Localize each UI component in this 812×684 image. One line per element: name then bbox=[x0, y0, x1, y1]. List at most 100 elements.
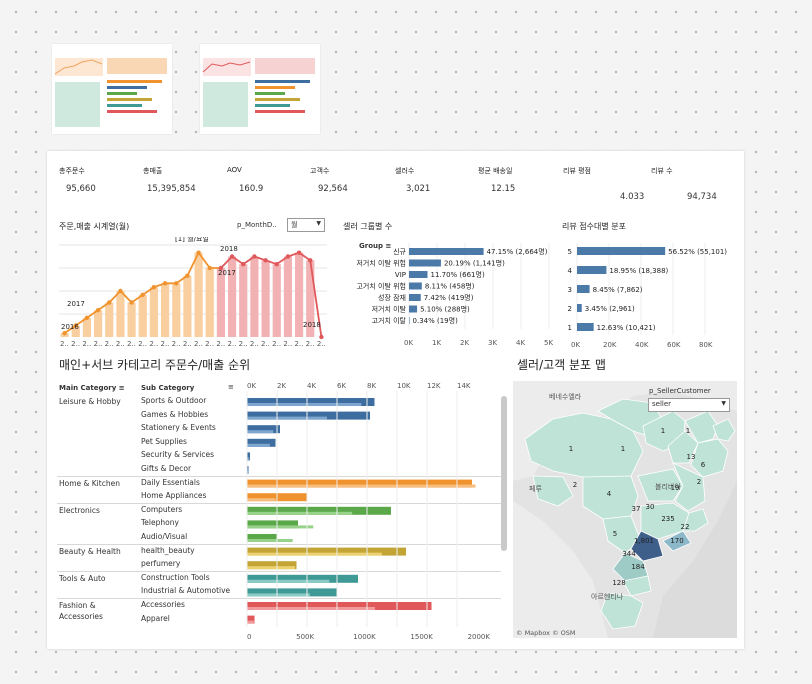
map-count-label: 2 bbox=[573, 481, 577, 489]
orders-bar bbox=[247, 425, 280, 434]
category-scrollbar[interactable] bbox=[501, 396, 507, 551]
state-rio-grande-sul bbox=[600, 592, 644, 630]
sub-category-label[interactable]: Apparel bbox=[141, 613, 170, 623]
kpi-value-customers: 92,564 bbox=[318, 184, 348, 194]
seller-groups-x-tick: 2K bbox=[460, 339, 469, 347]
category-top-tick: 10K bbox=[397, 382, 411, 390]
timeseries-bar bbox=[149, 287, 158, 337]
sub-category-label[interactable]: Home Appliances bbox=[141, 491, 207, 501]
timeseries-tick-label: 2.. bbox=[283, 340, 292, 347]
map-count-label: 128 bbox=[612, 579, 625, 587]
sub-category-label[interactable]: Daily Essentials bbox=[141, 477, 200, 487]
sub-category-header: Sub Category bbox=[141, 384, 194, 392]
seller-group-label: 신규 bbox=[393, 247, 406, 256]
orders-bar bbox=[247, 466, 249, 474]
seller-groups-chart[interactable]: 0K 1K 2K 3K 4K 5K 신규 47.15% (2,664명) 저거치 이탈 위험 20… bbox=[337, 239, 567, 349]
map-country-label: 아르헨티나 bbox=[591, 592, 624, 601]
kpi-label-delivery: 평균 배송일 bbox=[478, 167, 513, 175]
sub-category-label[interactable]: health_beauty bbox=[141, 545, 195, 555]
category-bottom-tick: 0 bbox=[247, 633, 251, 641]
map-count-label: 184 bbox=[631, 563, 645, 571]
review-bar bbox=[577, 304, 582, 312]
sales-bar bbox=[247, 403, 362, 406]
sub-category-label[interactable]: Computers bbox=[141, 504, 183, 514]
orders-bar bbox=[247, 534, 277, 542]
sub-category-label[interactable]: Games & Hobbies bbox=[141, 409, 209, 419]
category-group-divider bbox=[57, 475, 501, 477]
timeseries-tick-label: 2.. bbox=[216, 340, 225, 347]
kpi-value-delivery: 12.15 bbox=[491, 184, 516, 194]
seller-group-bar bbox=[409, 294, 421, 301]
map-attribution: © Mapbox © OSM bbox=[516, 629, 576, 637]
main-category-label: Electronics bbox=[59, 505, 100, 515]
sales-bar bbox=[247, 484, 476, 488]
timeseries-tick-label: 2.. bbox=[194, 340, 203, 347]
review-value: 8.45% (7,862) bbox=[593, 286, 643, 294]
timeseries-tick-label: 2.. bbox=[172, 340, 181, 347]
sub-category-label[interactable]: Stationery & Events bbox=[141, 423, 216, 433]
state-ceara bbox=[712, 418, 736, 442]
dashboard-thumbnail-1[interactable] bbox=[52, 44, 172, 134]
kpi-label-customers: 고객수 bbox=[310, 167, 330, 175]
category-top-tick: 2K bbox=[277, 382, 286, 390]
main-category-header-text: Main Category bbox=[59, 384, 117, 392]
map-count-label: 19 bbox=[671, 484, 680, 492]
month-param-dropdown[interactable]: 월 ▼ bbox=[287, 218, 325, 232]
sub-category-label[interactable]: Telephony bbox=[141, 518, 179, 528]
seller-group-value: 20.19% (1,141명) bbox=[444, 259, 505, 268]
sales-bar bbox=[247, 525, 314, 529]
seller-group-label: 저거치 이탈 위험 bbox=[356, 259, 406, 268]
review-value: 18.95% (18,388) bbox=[609, 267, 668, 275]
timeseries-bar bbox=[295, 252, 304, 337]
state-espirito-santo bbox=[682, 508, 709, 532]
seller-groups-title: 셀러 그룹별 수 bbox=[343, 222, 393, 231]
timeseries-point bbox=[162, 281, 168, 286]
dashboard-thumbnail-2[interactable] bbox=[200, 44, 320, 134]
map[interactable]: 1 1 1 1 13 6 2 4 19 2 37 30 235 22 5 1,801 170 344 184 128 … bbox=[513, 381, 737, 638]
sort-icon[interactable]: ≡ bbox=[228, 383, 234, 391]
sub-category-label[interactable]: Security & Services bbox=[141, 450, 215, 460]
review-dist-title: 리뷰 점수대별 분포 bbox=[562, 222, 626, 231]
chevron-down-icon: ▼ bbox=[721, 400, 726, 407]
seller-customer-dropdown[interactable]: seller ▼ bbox=[648, 398, 730, 412]
review-dist-chart[interactable]: 0K 20K 40K 60K 80K 5 56.52% (55,101) 4 18.95% (1… bbox=[557, 239, 737, 349]
seller-groups-x-tick: 3K bbox=[488, 339, 497, 347]
timeseries-chart[interactable]: 2.. 2.. 2.. 2.. 2.. 2.. 2.. 2.. 2.. 2.. 2.. 2.. 2.. 2… bbox=[55, 237, 335, 347]
sub-category-label[interactable]: Accessories bbox=[141, 600, 185, 609]
map-count-label: 4 bbox=[607, 490, 612, 498]
sub-category-label[interactable]: Pet Supplies bbox=[141, 436, 187, 446]
sort-icon[interactable]: ≡ bbox=[118, 384, 125, 392]
sub-category-label[interactable]: Sports & Outdoor bbox=[141, 396, 207, 405]
review-score-label: 1 bbox=[568, 324, 572, 332]
timeseries-point bbox=[95, 307, 101, 313]
sub-category-label[interactable]: Industrial & Automotive bbox=[141, 586, 231, 596]
sub-category-label[interactable]: Audio/Visual bbox=[141, 532, 188, 541]
sub-category-label[interactable]: Construction Tools bbox=[141, 572, 210, 582]
orders-bar bbox=[247, 506, 391, 515]
sub-category-label[interactable]: Gifts & Decor bbox=[141, 464, 192, 473]
sub-category-label[interactable]: perfumery bbox=[141, 559, 181, 569]
sort-icon[interactable]: ≡ bbox=[385, 242, 392, 250]
sales-bar bbox=[247, 593, 310, 597]
seller-groups-header: Group ≡ bbox=[359, 242, 391, 250]
category-bottom-tick: 500K bbox=[296, 633, 314, 641]
category-top-tick: 12K bbox=[427, 382, 441, 390]
seller-group-value: 5.10% (288명) bbox=[420, 305, 470, 314]
seller-group-label: VIP bbox=[395, 271, 406, 279]
sales-bar bbox=[247, 443, 270, 447]
timeseries-tick-label: 2.. bbox=[183, 340, 192, 347]
state-tocantins bbox=[667, 430, 699, 464]
timeseries-point bbox=[129, 300, 134, 305]
thumbnail-preview-1 bbox=[54, 58, 167, 127]
kpi-value-aov: 160.9 bbox=[239, 184, 264, 194]
land-south bbox=[513, 501, 608, 638]
timeseries-point bbox=[308, 258, 313, 263]
state-sao-paulo bbox=[630, 530, 664, 562]
category-bottom-tick: 2000K bbox=[468, 633, 491, 641]
category-group-divider bbox=[57, 502, 501, 504]
kpi-label-sellers: 셀러수 bbox=[395, 167, 415, 175]
category-chart[interactable]: 0K 2K 4K 6K 8K 10K 12K 14K 0 500K 1000K 1500K 2000K bbox=[242, 379, 497, 644]
timeseries-tick-label: 2.. bbox=[272, 340, 281, 347]
kpi-label-review-score: 리뷰 평점 bbox=[563, 167, 591, 175]
